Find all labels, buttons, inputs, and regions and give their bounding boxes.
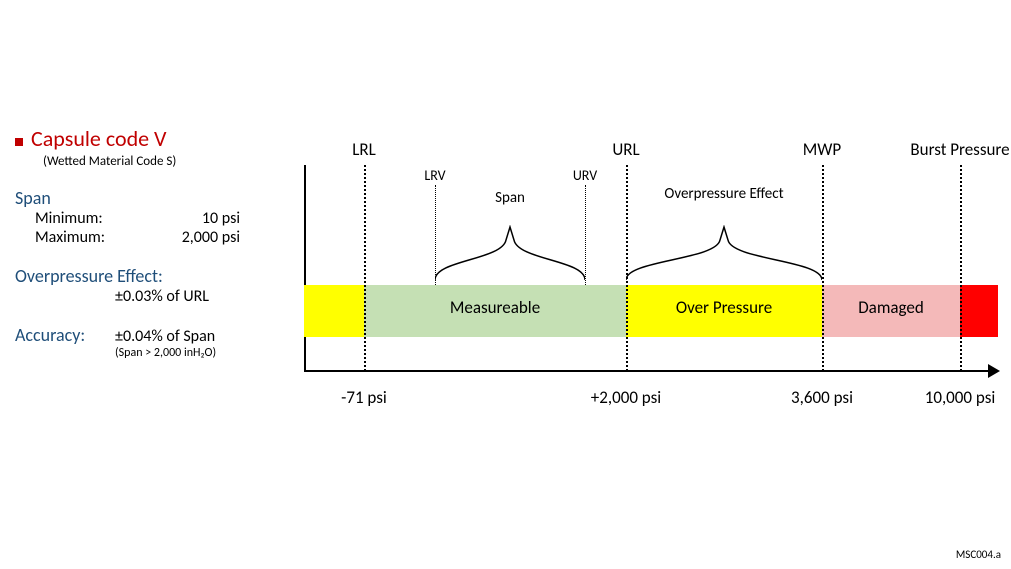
tick-bottom-burst: 10,000 psi xyxy=(925,387,996,408)
overpressure-header: Overpressure Effect: xyxy=(15,265,295,287)
span-min-label: Minimum: xyxy=(35,209,140,228)
spec-panel: Capsule code V (Wetted Material Code S) … xyxy=(15,125,295,360)
span-max-label: Maximum: xyxy=(35,228,140,247)
accuracy-row: Accuracy: ±0.04% of Span xyxy=(15,324,295,346)
y-axis xyxy=(304,165,306,372)
accuracy-value: ±0.04% of Span xyxy=(115,327,215,346)
footer-code: MSC004.a xyxy=(956,548,1001,561)
zone-pre-yellow xyxy=(304,285,364,337)
tick-bottom-url: +2,000 psi xyxy=(591,387,661,408)
zone-label-overpressure: Over Pressure xyxy=(676,297,772,318)
mini-tick-urv xyxy=(585,185,586,285)
tick-bottom-lrl: -71 psi xyxy=(341,387,387,408)
title: Capsule code V xyxy=(31,125,167,152)
bullet-icon xyxy=(15,138,23,146)
tick-top-burst: Burst Pressure xyxy=(910,139,1009,160)
zone-label-measureable: Measureable xyxy=(450,297,540,318)
tick-mwp xyxy=(822,165,824,371)
subtitle: (Wetted Material Code S) xyxy=(43,154,295,169)
zone-label-damaged: Damaged xyxy=(858,297,924,318)
mini-tick-label-lrv: LRV xyxy=(424,167,445,184)
tick-top-url: URL xyxy=(612,139,639,160)
span-max-row: Maximum: 2,000 psi xyxy=(35,228,295,247)
accuracy-note: (Span > 2,000 inH₂O) xyxy=(115,346,295,360)
tick-burst xyxy=(960,165,962,371)
tick-bottom-mwp: 3,600 psi xyxy=(791,387,853,408)
span-brace-icon xyxy=(435,225,585,285)
span-min-value: 10 psi xyxy=(140,209,240,228)
mini-tick-label-urv: URV xyxy=(573,167,597,184)
x-axis-arrow-icon xyxy=(988,364,1000,378)
span-max-value: 2,000 psi xyxy=(140,228,240,247)
accuracy-label: Accuracy: xyxy=(15,324,115,346)
pressure-diagram: Measureable Over Pressure Damaged LRL -71 p… xyxy=(300,125,1000,425)
tick-top-mwp: MWP xyxy=(803,139,841,160)
span-bracket-label: Span xyxy=(495,189,525,207)
overpressure-value: ±0.03% of URL xyxy=(115,287,295,306)
span-min-row: Minimum: 10 psi xyxy=(35,209,295,228)
overpressure-bracket-label: Overpressure Effect xyxy=(664,185,783,203)
title-row: Capsule code V xyxy=(15,125,295,152)
span-header: Span xyxy=(15,187,295,209)
zone-burst xyxy=(960,285,998,337)
x-axis xyxy=(304,370,992,372)
tick-lrl xyxy=(364,165,366,371)
overpressure-brace-icon xyxy=(626,225,822,285)
tick-top-lrl: LRL xyxy=(352,139,376,160)
